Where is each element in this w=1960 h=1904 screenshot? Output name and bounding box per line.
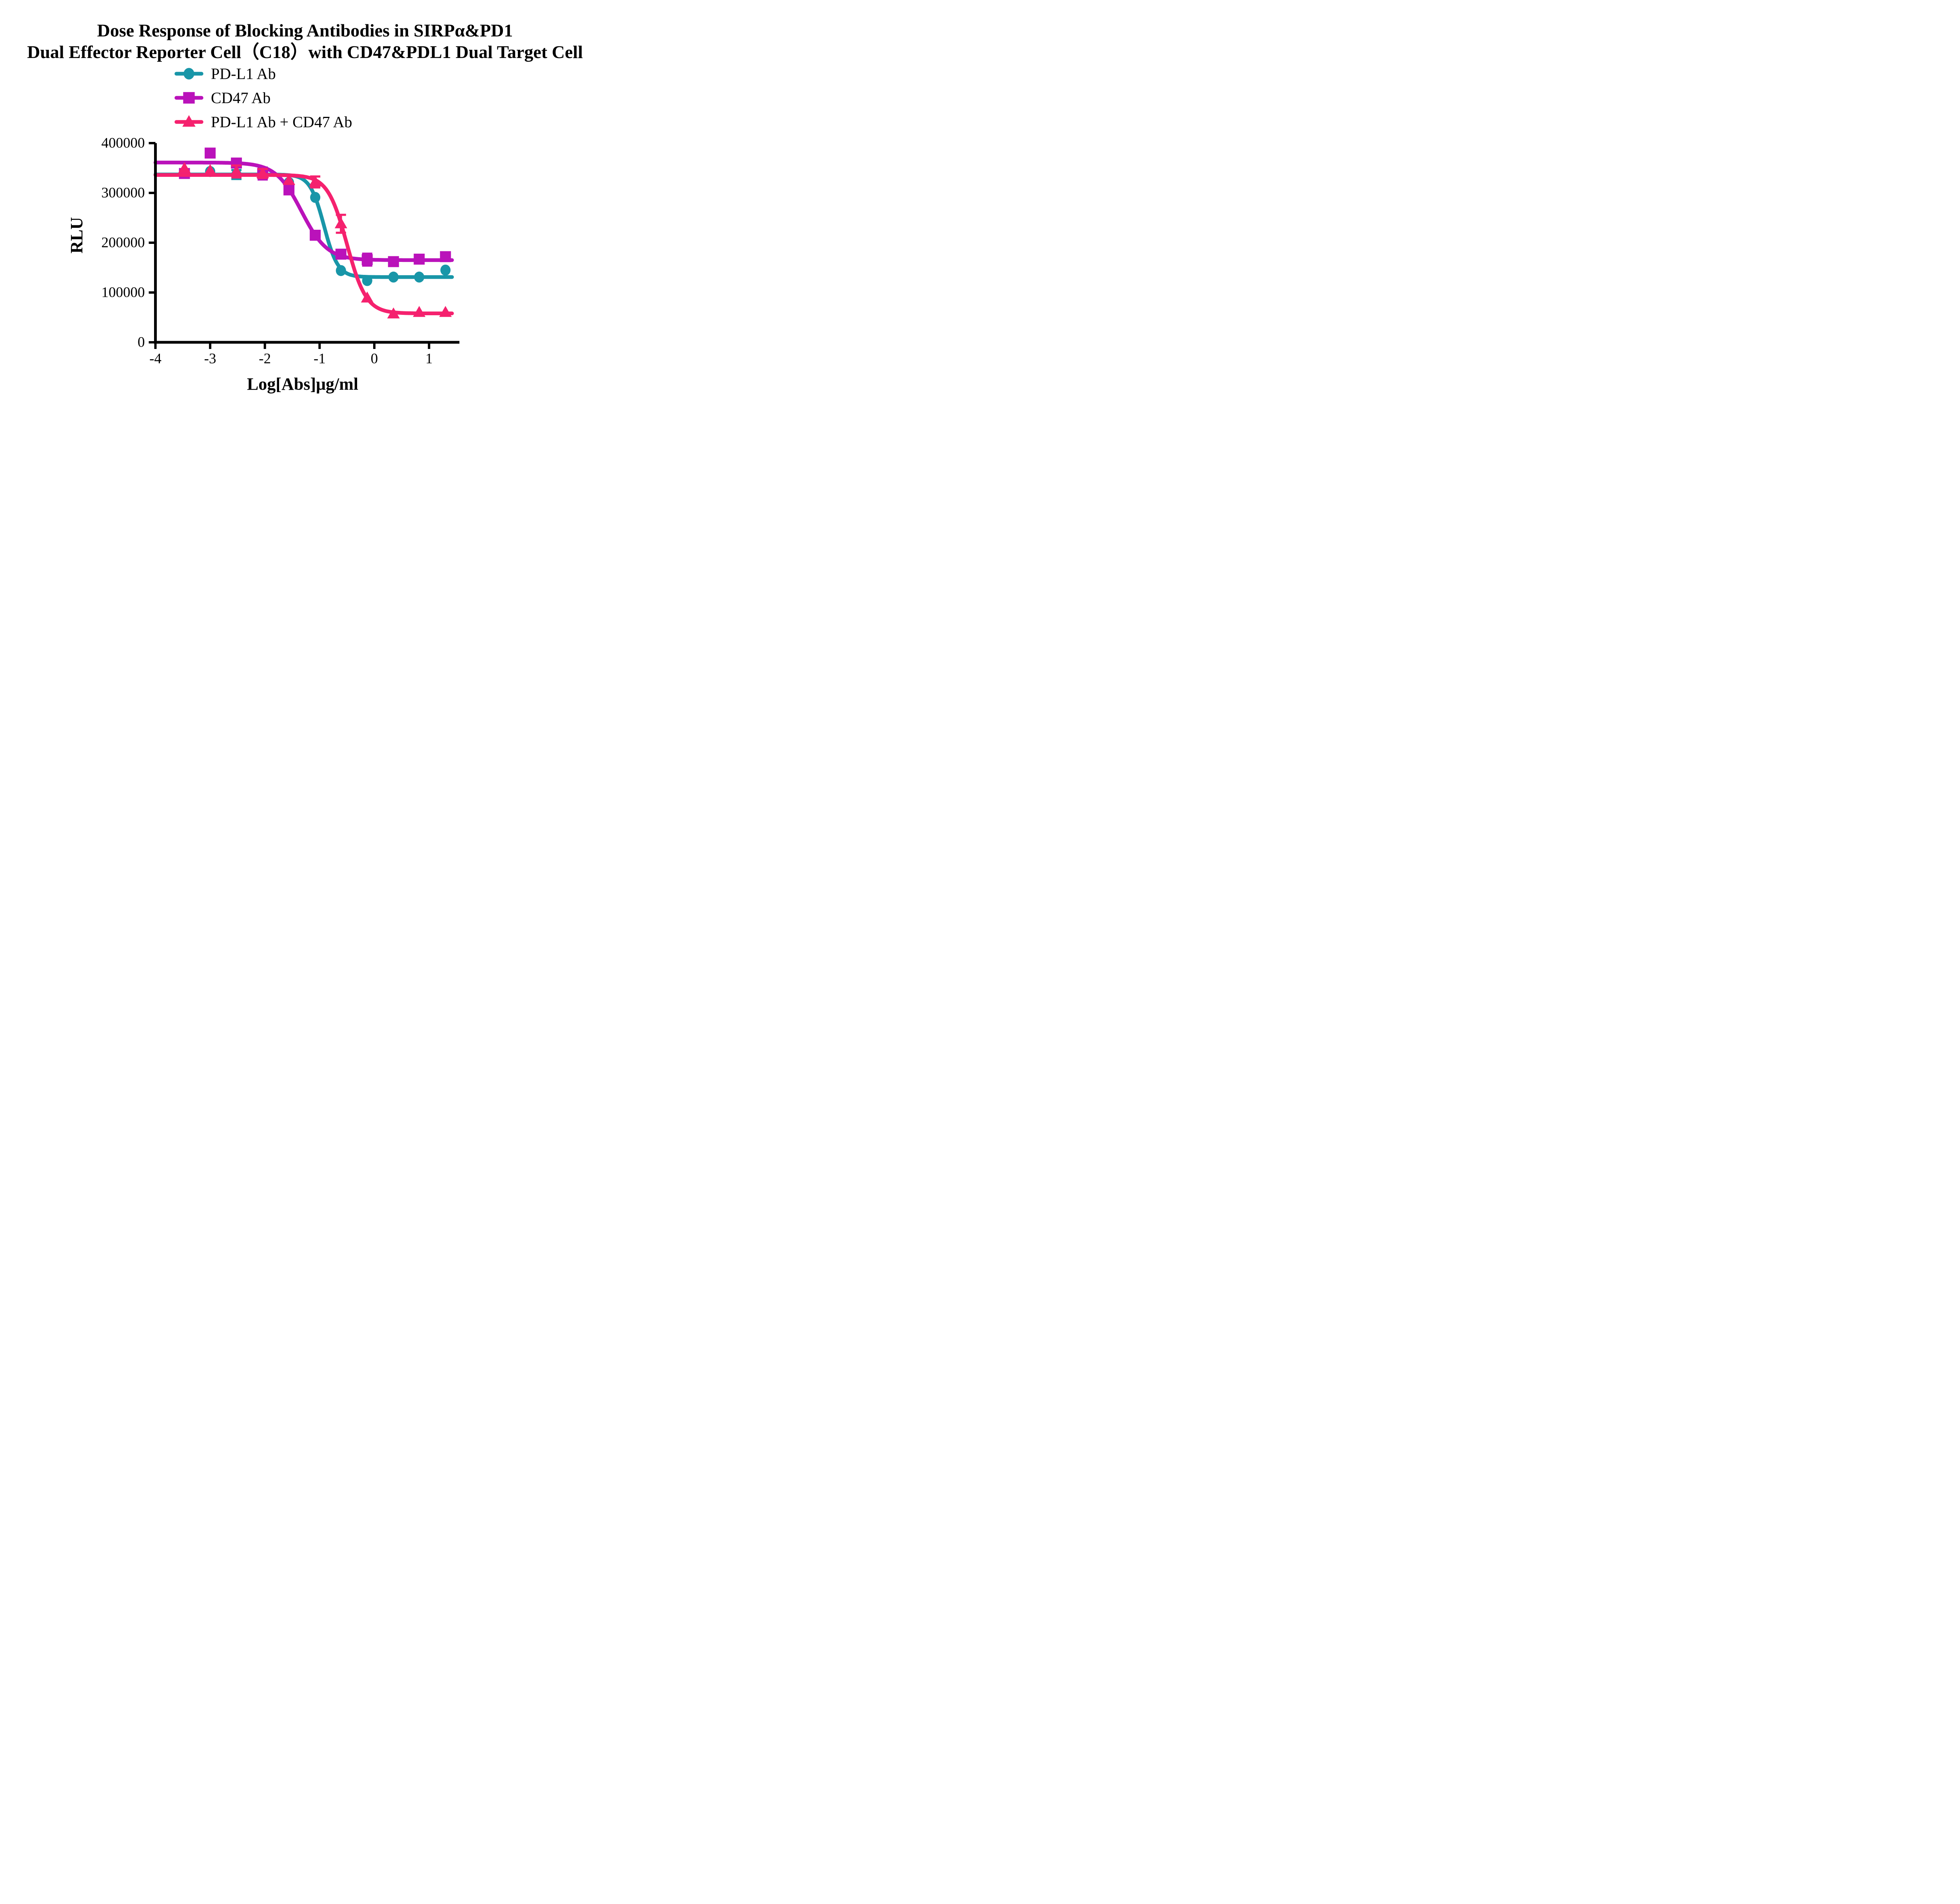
data-point-marker-square [183,92,195,104]
legend-item-label: CD47 Ab [211,89,270,107]
y-tick-label: 0 [138,334,145,351]
data-point-marker-square [283,184,295,196]
chart-title-line1: Dose Response of Blocking Antibodies in … [97,20,513,40]
y-tick-label: 200000 [102,235,145,251]
legend-item: PD-L1 Ab + CD47 Ab [174,113,352,131]
x-tick-label: -1 [314,351,326,367]
data-point-marker-circle [362,275,372,286]
series-pd-l1-ab [153,166,454,286]
x-tick-label: 0 [371,351,378,367]
data-point-marker-circle [183,68,194,80]
data-point-marker-circle [310,192,321,203]
chart-legend: PD-L1 Ab CD47 Ab PD-L1 Ab + CD47 Ab [174,65,352,131]
data-point-marker-square [310,229,321,241]
dose-response-chart: Dose Response of Blocking Antibodies in … [27,20,583,394]
data-point-marker-square [205,147,216,159]
data-point-marker-circle [440,264,451,276]
data-point-marker-circle [388,271,399,283]
data-point-marker-triangle [334,217,347,229]
data-point-marker-triangle [413,306,426,317]
figure: Dose Response of Blocking Antibodies in … [0,0,606,405]
data-point-marker-square [361,254,373,265]
legend-item-label: PD-L1 Ab + CD47 Ab [211,113,352,131]
data-point-marker-square [335,249,347,260]
data-point-marker-triangle [230,165,243,176]
data-point-marker-circle [414,271,425,283]
legend-item-label: PD-L1 Ab [211,65,276,83]
x-tick-label: -4 [149,351,162,367]
data-point-marker-triangle [256,167,269,178]
data-point-marker-triangle [309,175,322,187]
data-point-marker-triangle [361,291,374,303]
y-tick-label: 100000 [102,285,145,301]
legend-item: CD47 Ab [174,89,270,107]
data-point-marker-triangle [439,306,452,317]
y-axis-label: RLU [67,217,86,254]
data-point-marker-triangle [178,162,191,173]
plot-area [153,147,454,319]
data-point-marker-triangle [283,174,296,185]
x-axis-label: Log[Abs]μg/ml [247,374,358,394]
fit-curve [153,173,454,316]
data-point-marker-square [414,253,425,265]
data-point-marker-triangle [387,307,400,319]
x-tick-label: 1 [425,351,433,367]
y-tick-label: 400000 [102,135,145,151]
data-point-marker-square [440,251,451,262]
series-cd47-ab [153,147,454,267]
data-point-marker-triangle [182,115,196,127]
series-pd-l1-ab-cd47-ab [153,162,454,319]
data-point-marker-circle [336,265,346,276]
data-point-marker-square [388,256,399,267]
legend-item: PD-L1 Ab [174,65,276,83]
data-point-marker-triangle [204,164,217,175]
chart-title-line2: Dual Effector Reporter Cell（C18）with CD4… [27,42,583,62]
fit-curve [153,160,454,262]
y-tick-label: 300000 [102,185,145,201]
x-tick-label: -2 [259,351,271,367]
x-tick-label: -3 [204,351,216,367]
